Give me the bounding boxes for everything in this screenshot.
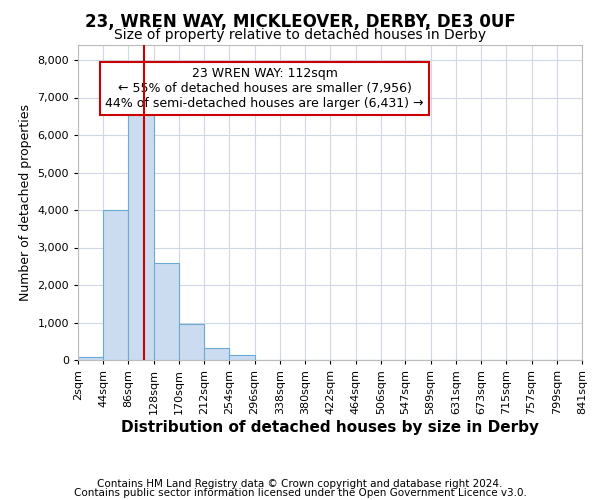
- Text: 23, WREN WAY, MICKLEOVER, DERBY, DE3 0UF: 23, WREN WAY, MICKLEOVER, DERBY, DE3 0UF: [85, 12, 515, 30]
- Bar: [103, 210, 128, 360]
- Bar: [78, 357, 103, 360]
- Text: 23 WREN WAY: 112sqm
← 55% of detached houses are smaller (7,956)
44% of semi-det: 23 WREN WAY: 112sqm ← 55% of detached ho…: [105, 67, 424, 110]
- Bar: [154, 262, 179, 360]
- X-axis label: Distribution of detached houses by size in Derby: Distribution of detached houses by size …: [121, 420, 539, 434]
- Bar: [229, 356, 254, 360]
- Text: Size of property relative to detached houses in Derby: Size of property relative to detached ho…: [114, 28, 486, 42]
- Text: Contains public sector information licensed under the Open Government Licence v3: Contains public sector information licen…: [74, 488, 526, 498]
- Bar: [128, 112, 154, 360]
- Y-axis label: Number of detached properties: Number of detached properties: [19, 104, 32, 301]
- Bar: [204, 348, 229, 360]
- Bar: [179, 324, 204, 360]
- Text: Contains HM Land Registry data © Crown copyright and database right 2024.: Contains HM Land Registry data © Crown c…: [97, 479, 503, 489]
